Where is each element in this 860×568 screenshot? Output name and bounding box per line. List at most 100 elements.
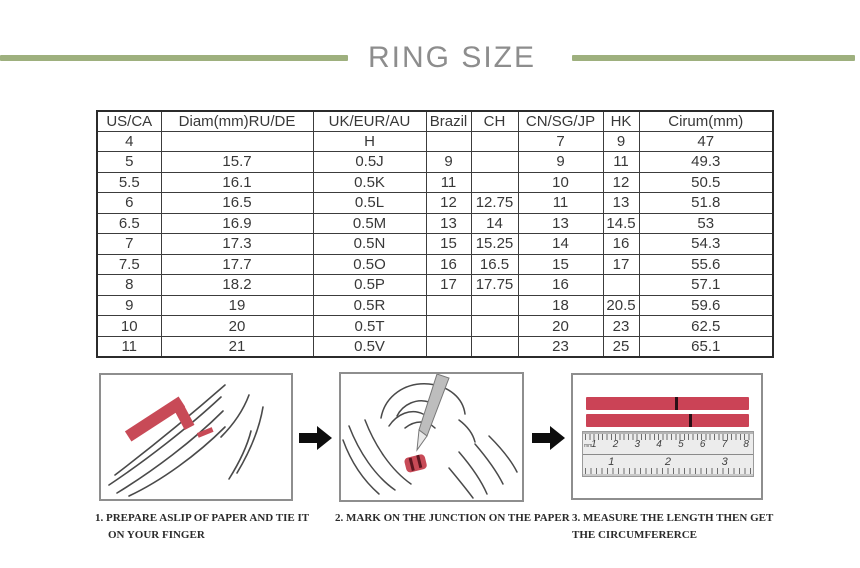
table-cell: 0.5M <box>312 212 427 235</box>
step1-caption: 1. PREPARE ASLIP OF PAPER AND TIE IT ON … <box>95 512 309 541</box>
table-header-row: US/CA Diam(mm)RU/DE UK/EUR/AU Brazil CH CN/SG… <box>96 110 774 132</box>
table-cell: 0.5K <box>312 171 427 194</box>
table-cell: 20 <box>160 315 314 337</box>
table-cell: 16 <box>517 274 604 296</box>
table-cell: 55.6 <box>638 253 774 276</box>
header: RING SIZE <box>0 41 860 74</box>
table-cell: 10 <box>96 315 162 337</box>
ruler-cm-number: 8 <box>743 439 749 450</box>
table-cell: 14 <box>517 233 604 255</box>
arrow-right-icon <box>299 426 332 450</box>
table-row: 8 18.2 0.5P 17 17.75 16 57.1 <box>96 274 774 296</box>
table-cell: 0.5V <box>312 335 427 358</box>
table-row: 5.5 16.1 0.5K 11 10 12 50.5 <box>96 171 774 194</box>
table-cell: 17.7 <box>160 253 314 276</box>
table-cell: 18.2 <box>160 274 314 296</box>
table-cell: 19 <box>160 294 314 317</box>
column-header: Cirum(mm) <box>638 110 774 132</box>
table-cell: 5.5 <box>96 171 162 194</box>
table-cell: 11 <box>96 335 162 358</box>
table-cell: 6 <box>96 192 162 214</box>
column-header: CH <box>470 110 519 132</box>
table-cell: 0.5T <box>312 315 427 337</box>
table-cell <box>470 294 519 317</box>
table-cell: 23 <box>517 335 604 358</box>
table-cell: 62.5 <box>638 315 774 337</box>
ruler-inch-number: 3 <box>721 456 728 468</box>
ruler-inch-ticks <box>585 468 751 474</box>
table-cell: 51.8 <box>638 192 774 214</box>
table-cell <box>425 315 472 337</box>
table-cell: 9 <box>517 151 604 173</box>
table-cell: 7 <box>517 130 604 153</box>
step2-caption: 2. MARK ON THE JUNCTION ON THE PAPER <box>335 512 570 524</box>
table-cell <box>602 274 640 296</box>
table-cell: 23 <box>602 315 640 337</box>
step3-caption: 3. MEASURE THE LENGTH THEN GET THE CIRCU… <box>572 512 774 541</box>
ruler-inch-row: 1 2 3 <box>583 455 753 476</box>
table-cell: 16 <box>602 233 640 255</box>
table-cell: 15 <box>517 253 604 276</box>
table-cell: 15.7 <box>160 151 314 173</box>
divider-line-right <box>572 55 855 61</box>
ruler-cm-scale: 1 2 3 4 5 6 7 8 <box>591 439 749 450</box>
table-cell <box>470 171 519 194</box>
table-cell: 9 <box>96 294 162 317</box>
table-cell: 57.1 <box>638 274 774 296</box>
table-cell: 0.5P <box>312 274 427 296</box>
marking-paper-illustration <box>342 374 518 499</box>
divider-line-left <box>0 55 348 61</box>
table-cell: 13 <box>425 212 472 235</box>
table-row: 5 15.7 0.5J 9 9 11 49.3 <box>96 151 774 173</box>
ruler-cm-number: 7 <box>721 439 728 450</box>
table-cell: 6.5 <box>96 212 162 235</box>
table-cell: 0.5R <box>312 294 427 317</box>
table-cell: 16.1 <box>160 171 314 194</box>
paper-strip-1 <box>586 397 749 410</box>
paper-band-red <box>404 454 427 473</box>
ruler-cm-number: 6 <box>699 439 706 450</box>
table-cell: 11 <box>425 171 472 194</box>
table-row: 9 19 0.5R 18 20.5 59.6 <box>96 294 774 317</box>
table-row: 10 20 0.5T 20 23 62.5 <box>96 315 774 337</box>
column-header: Brazil <box>425 110 472 132</box>
step1-illustration <box>99 373 293 501</box>
table-cell <box>470 335 519 358</box>
table-cell: 7 <box>96 233 162 255</box>
column-header: Diam(mm)RU/DE <box>160 110 314 132</box>
table-row: 7 17.3 0.5N 15 15.25 14 16 54.3 <box>96 233 774 255</box>
table-cell: 13 <box>602 192 640 214</box>
ruler-cm-number: 3 <box>634 439 641 450</box>
table-cell <box>160 130 314 153</box>
table-cell: 0.5L <box>312 192 427 214</box>
table-cell: 16.5 <box>160 192 314 214</box>
table-cell <box>470 151 519 173</box>
table-row: 11 21 0.5V 23 25 65.1 <box>96 335 774 358</box>
table-row: 6.5 16.9 0.5M 13 14 13 14.5 53 <box>96 212 774 235</box>
table-cell: 18 <box>517 294 604 317</box>
pen-mark <box>689 414 692 427</box>
table-cell: 4 <box>96 130 162 153</box>
table-cell: 12 <box>425 192 472 214</box>
table-cell: 15 <box>425 233 472 255</box>
table-cell: 59.6 <box>638 294 774 317</box>
ruler-illustration: mm 1 2 3 4 5 6 7 8 1 2 3 <box>582 431 754 477</box>
table-cell: 17.3 <box>160 233 314 255</box>
table-cell: 15.25 <box>470 233 519 255</box>
table-cell: 17 <box>425 274 472 296</box>
table-cell: 47 <box>638 130 774 153</box>
table-cell <box>425 294 472 317</box>
table-cell <box>470 130 519 153</box>
column-header: US/CA <box>96 110 162 132</box>
table-cell <box>425 130 472 153</box>
paper-strip-2 <box>586 414 749 427</box>
column-header: HK <box>602 110 640 132</box>
table-cell: 21 <box>160 335 314 358</box>
page-title: RING SIZE <box>368 41 537 74</box>
table-cell: 10 <box>517 171 604 194</box>
arrow-right-icon <box>532 426 565 450</box>
table-cell <box>470 315 519 337</box>
table-row: 6 16.5 0.5L 12 12.75 11 13 51.8 <box>96 192 774 214</box>
ruler-cm-number: 5 <box>678 439 684 450</box>
step2-illustration <box>339 372 524 502</box>
